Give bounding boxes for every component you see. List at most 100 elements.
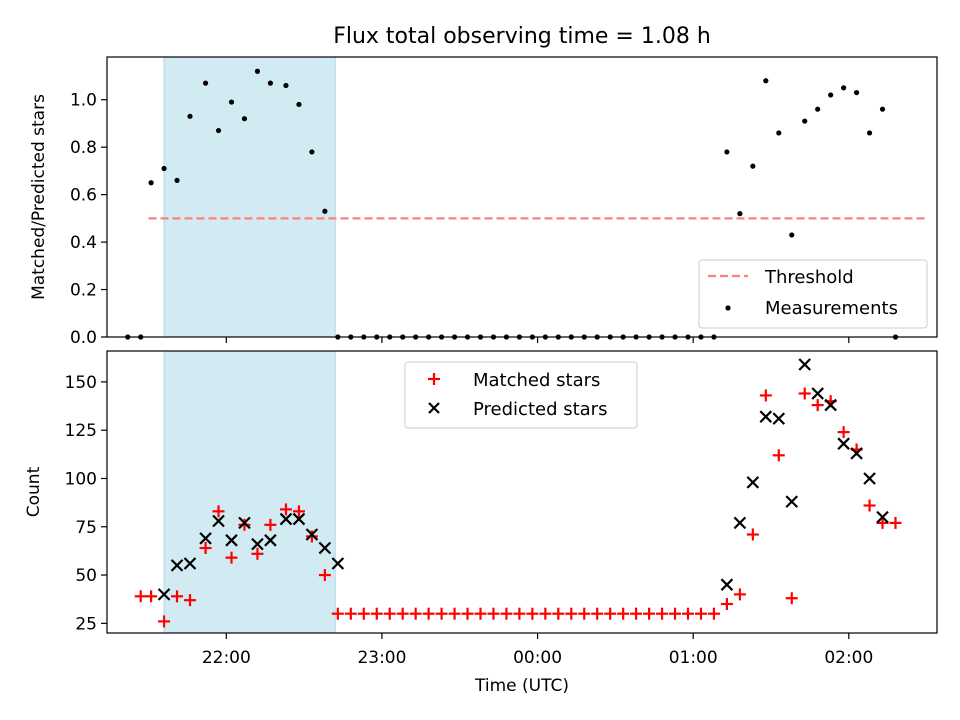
predicted-star-point <box>850 447 863 460</box>
matched-star-point <box>604 607 617 620</box>
matched-star-point <box>448 607 461 620</box>
matched-star-point <box>837 426 850 439</box>
count-y-axis-label: Count <box>24 466 44 517</box>
ratio-y-axis: 0.0 0.2 0.4 0.6 0.8 1.0 <box>70 91 107 348</box>
predicted-star-point <box>811 387 824 400</box>
y-tick-label: 125 <box>65 421 97 441</box>
matched-star-point <box>487 607 500 620</box>
measurement-point <box>750 163 756 169</box>
measurement-point <box>737 211 743 217</box>
ratio-panel: 0.0 0.2 0.4 0.6 0.8 1.0 Matched/Predicted sta… <box>29 56 938 348</box>
matched-star-point <box>798 387 811 400</box>
matched-star-point <box>251 547 264 560</box>
matched-star-point <box>171 590 184 603</box>
ratio-y-axis-label: Matched/Predicted stars <box>29 94 49 300</box>
predicted-star-point <box>157 588 171 601</box>
y-tick-label: 1.0 <box>70 91 97 111</box>
matched-star-point <box>435 607 448 620</box>
predicted-star-point <box>318 541 332 555</box>
matched-star-point <box>565 607 578 620</box>
predicted-star-point <box>251 537 264 551</box>
matched-star-point <box>474 607 487 620</box>
predicted-star-point <box>305 528 319 541</box>
predicted-star-point <box>863 472 876 485</box>
matched-star-point <box>876 516 889 529</box>
matched-star-point <box>199 542 212 555</box>
matched-star-point <box>811 399 824 412</box>
measurement-point <box>789 232 795 238</box>
figure-title: Flux total observing time = 1.08 h <box>333 24 711 49</box>
matched-star-point <box>656 607 669 620</box>
measurement-point <box>228 99 235 105</box>
count-legend-box <box>404 361 638 429</box>
measurement-point <box>815 106 821 112</box>
predicted-star-point <box>720 578 734 591</box>
matched-star-point <box>305 530 318 543</box>
legend-measurements-swatch <box>725 305 731 311</box>
count-highlight-span <box>163 350 336 634</box>
predicted-star-point <box>876 510 889 524</box>
matched-star-point <box>746 528 759 541</box>
matched-star-point <box>225 551 238 564</box>
measurement-point <box>828 92 834 98</box>
matched-star-point <box>370 607 383 620</box>
predicted-star-point <box>264 534 277 547</box>
matched-star-point <box>720 598 733 611</box>
predicted-star-point <box>238 516 251 530</box>
measurement-point <box>254 68 261 74</box>
y-tick-label: 0.4 <box>70 233 97 253</box>
legend-predicted-swatch <box>428 402 440 414</box>
predicted-star-point <box>199 532 212 545</box>
count-y-axis: 25 50 75 100 125 150 <box>65 373 107 634</box>
predicted-star-point <box>225 534 238 547</box>
predicted-star-point <box>292 512 306 526</box>
matched-star-point <box>238 518 251 531</box>
matched-star-point <box>500 607 513 620</box>
matched-star-point <box>158 615 171 628</box>
predicted-star-point <box>733 516 747 530</box>
y-tick-label: 150 <box>65 373 97 393</box>
y-tick-label: 0.0 <box>70 328 97 348</box>
predicted-star-point <box>331 557 345 570</box>
matched-star-point <box>694 607 707 620</box>
measurement-point <box>841 85 847 91</box>
count-legend: Matched stars Predicted stars <box>404 361 638 429</box>
legend-matched-label: Matched stars <box>473 370 600 391</box>
count-x-axis: 22:00 23:00 00:00 01:00 02:00 <box>202 633 873 668</box>
measurement-point <box>322 208 328 214</box>
matched-star-point <box>707 607 720 620</box>
matched-star-point <box>552 607 565 620</box>
matched-star-point <box>578 607 591 620</box>
measurement-point <box>267 80 274 86</box>
measurement-point <box>763 78 769 84</box>
y-tick-label: 0.6 <box>70 186 97 206</box>
measurement-point <box>296 101 302 108</box>
predicted-star-point <box>772 412 786 425</box>
matched-star-point <box>184 594 196 607</box>
matched-star-point <box>318 569 331 582</box>
matched-star-point <box>526 607 539 620</box>
matched-star-point <box>409 607 422 620</box>
count-panel: 25 50 75 100 125 150 22:00 23:00 00:00 01:00 02:0… <box>24 350 938 696</box>
legend-measurements-label: Measurements <box>765 298 898 319</box>
x-tick-label: 22:00 <box>202 648 251 668</box>
predicted-star-point <box>279 512 293 526</box>
predicted-star-point <box>837 437 850 450</box>
matched-star-point <box>682 607 694 620</box>
measurement-point <box>283 82 289 89</box>
matched-star-point <box>264 518 277 531</box>
predicted-star-point <box>759 410 773 423</box>
measurement-point <box>202 80 209 86</box>
count-plot-frame <box>106 350 938 634</box>
y-tick-label: 25 <box>75 614 97 634</box>
y-tick-label: 0.8 <box>70 138 97 158</box>
legend-predicted-label: Predicted stars <box>473 399 607 420</box>
matched-star-point <box>630 607 643 620</box>
matched-star-point <box>292 505 305 518</box>
matched-star-point <box>331 607 344 620</box>
matched-star-point <box>422 607 435 620</box>
ratio-plot-frame <box>106 56 938 338</box>
measurement-point <box>241 116 248 122</box>
ratio-highlight-span <box>163 56 336 338</box>
matched-star-point <box>785 592 798 605</box>
